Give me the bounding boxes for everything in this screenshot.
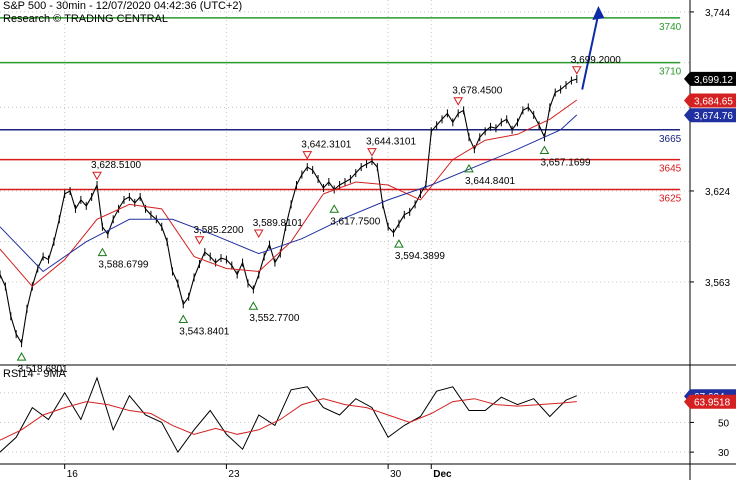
swing-high-marker (453, 97, 464, 106)
level-label-3645: 3645 (659, 164, 682, 175)
level-label-3665: 3665 (659, 134, 682, 145)
price-tag-ma_fast (684, 93, 736, 108)
rsi-y-tick-label: 30 (718, 448, 730, 459)
swing-low-marker (539, 145, 550, 154)
swing-high-label: 3,699.2000 (571, 55, 621, 66)
level-label-3740: 3740 (659, 22, 682, 33)
y-tick-label: 3,624 (705, 187, 730, 198)
x-tick-label: 23 (228, 469, 240, 480)
swing-low-label: 3,657.1699 (540, 157, 590, 168)
swing-low-label: 3,552.7700 (249, 313, 299, 324)
swing-high-label: 3,642.3101 (301, 140, 351, 151)
slow-ma-line (0, 114, 578, 273)
swing-low-marker (16, 352, 27, 361)
swing-low-marker (97, 247, 108, 257)
swing-high-label: 3,589.8101 (253, 218, 303, 229)
x-tick-label: Dec (433, 469, 452, 480)
swing-high-label: 3,644.3101 (366, 137, 416, 148)
chart-subtitle: Research © TRADING CENTRAL (3, 13, 168, 25)
target-arrow-shaft (581, 13, 600, 90)
swing-low-marker (248, 301, 259, 310)
swing-low-label: 3,588.6799 (98, 260, 148, 271)
price-series-line (0, 78, 577, 345)
swing-low-marker (329, 204, 340, 213)
swing-low-label: 3,543.8401 (179, 327, 229, 338)
price-tag-price (684, 71, 736, 86)
swing-high-marker (367, 148, 377, 157)
rsi-title: RSI14 - 9MA (3, 368, 66, 380)
rsi-tag-label-rsi_ma: 63.9518 (694, 398, 731, 409)
swing-low-label: 3,617.7500 (330, 216, 380, 227)
fast-ma-line (0, 99, 578, 288)
price-tag-label-ma_slow: 3,674.76 (694, 111, 733, 122)
swing-high-label: 3,678.4500 (452, 86, 502, 97)
y-tick-label: 3,563 (705, 278, 730, 289)
rsi-tag-rsi_ma (684, 394, 736, 409)
target-arrow-head (592, 5, 605, 20)
swing-high-marker (194, 236, 205, 245)
rsi-line (0, 376, 577, 454)
rsi-ma-line (0, 398, 577, 441)
swing-high-label: 3,628.5100 (91, 160, 141, 171)
level-label-3625: 3625 (659, 193, 682, 204)
swing-low-marker (464, 163, 474, 173)
swing-low-label: 3,644.8401 (465, 176, 515, 187)
swing-high-marker (302, 151, 313, 160)
swing-high-label: 3,585.2200 (193, 225, 243, 236)
x-tick-label: 30 (390, 469, 402, 480)
x-tick-label: 16 (67, 469, 79, 480)
price-tag-label-ma_fast: 3,684.65 (694, 96, 733, 107)
swing-low-label: 3,518.6801 (18, 364, 68, 375)
swing-low-label: 3,594.3899 (395, 251, 445, 262)
swing-high-marker (253, 229, 264, 238)
swing-high-marker (92, 171, 102, 181)
price-tag-ma_slow (684, 108, 736, 123)
y-tick-label: 3,744 (705, 8, 730, 19)
swing-low-marker (178, 314, 189, 324)
swing-high-marker (571, 66, 582, 75)
price-tag-label-price: 3,699.12 (694, 75, 733, 86)
swing-low-marker (394, 239, 404, 248)
level-label-3710: 3710 (659, 67, 682, 78)
chart-title: S&P 500 - 30min - 12/07/2020 04:42:36 (U… (3, 0, 243, 12)
rsi-y-tick-label: 50 (718, 418, 730, 429)
